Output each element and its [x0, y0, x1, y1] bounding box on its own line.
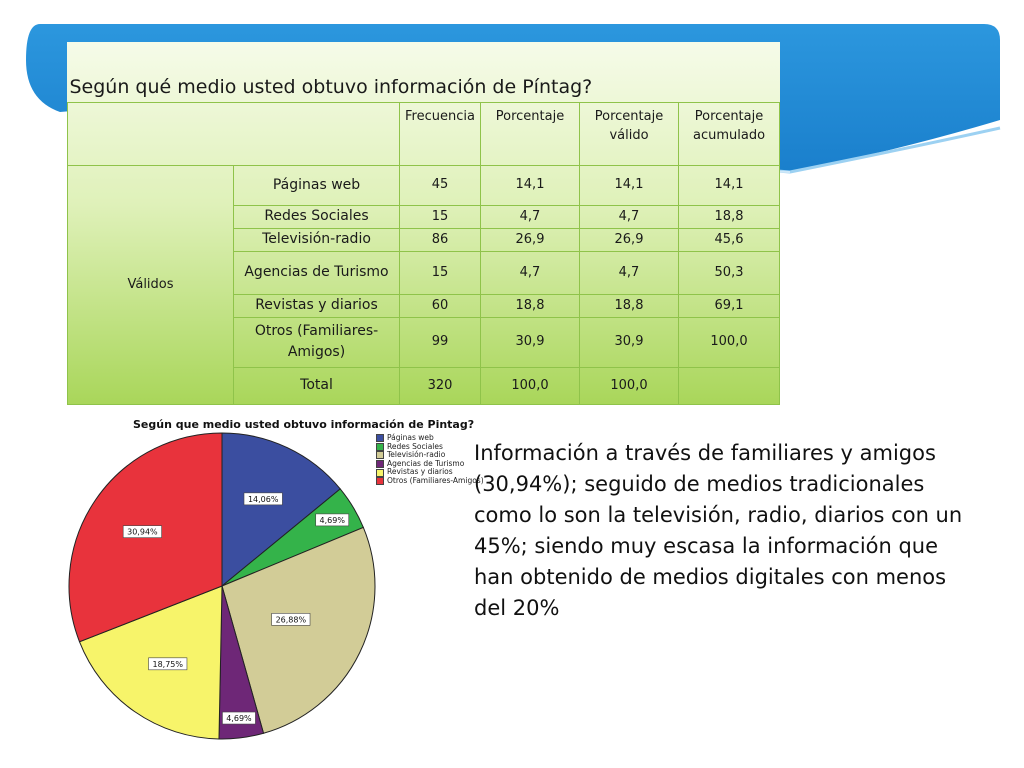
cell-pct: 100,0	[480, 366, 580, 405]
legend-swatch	[376, 460, 384, 469]
pie-slice	[221, 432, 341, 588]
slice-label: 14,06%	[243, 492, 283, 506]
svg-text:4,69%: 4,69%	[320, 516, 346, 525]
svg-text:26,88%: 26,88%	[276, 615, 307, 624]
cell-cum: 14,1	[677, 164, 781, 206]
cell-cum: 100,0	[677, 316, 781, 368]
legend-swatch	[376, 451, 384, 460]
legend-label: Páginas web	[387, 433, 434, 442]
svg-text:18,75%: 18,75%	[152, 660, 183, 669]
table-row: Agencias de Turismo 15 4,7 4,7 50,3	[68, 250, 781, 295]
svg-text:30,94%: 30,94%	[127, 528, 158, 537]
cell-pct: 18,8	[480, 293, 580, 318]
slice-label: 4,69%	[315, 513, 350, 527]
cell-cum	[677, 366, 781, 405]
cell-valid: 4,7	[579, 204, 679, 229]
cell-valid: 26,9	[579, 227, 679, 252]
table-row: Redes Sociales 15 4,7 4,7 18,8	[68, 204, 781, 229]
legend-swatch	[376, 477, 384, 486]
table-row: Revistas y diarios 60 18,8 18,8 69,1	[68, 293, 781, 318]
cell-freq: 86	[399, 227, 481, 252]
legend-label: Televisión-radio	[387, 450, 446, 460]
cell-valid: 100,0	[579, 366, 679, 405]
cell-freq: 15	[399, 250, 481, 295]
row-label: Páginas web	[233, 164, 400, 206]
legend-item: Redes Sociales	[376, 441, 484, 452]
chart-legend: Páginas web Redes Sociales Televisión-radi…	[376, 433, 484, 486]
cell-freq: 99	[399, 316, 481, 368]
legend-item: Televisión-radio	[376, 451, 484, 460]
slice-label: 18,75%	[148, 657, 188, 671]
row-label: Revistas y diarios	[233, 293, 400, 318]
legend-label: Otros (Familiares-Amigos)	[387, 475, 484, 485]
table-row: Válidos Páginas web 45 14,1 14,1 14,1	[67, 164, 781, 405]
legend-swatch	[376, 434, 384, 443]
cell-freq: 15	[399, 204, 481, 229]
svg-text:14,06%: 14,06%	[248, 495, 279, 504]
cell-pct: 30,9	[480, 316, 580, 368]
cell-valid: 18,8	[579, 293, 679, 318]
legend-label: Redes Sociales	[387, 441, 443, 451]
group-label: Válidos	[67, 164, 234, 405]
insight-text: Información a través de familiares y ami…	[474, 441, 963, 620]
header-porcentaje-valido: Porcentaje válido	[579, 101, 679, 166]
slice-label: 26,88%	[271, 613, 311, 626]
legend-item: Otros (Familiares-Amigos)	[376, 475, 484, 486]
svg-text:4,69%: 4,69%	[226, 714, 252, 723]
legend-label: Agencias de Turismo	[387, 458, 465, 468]
legend-swatch	[376, 468, 384, 477]
header-blank	[67, 101, 400, 166]
cell-freq: 320	[399, 366, 481, 405]
legend-item: Revistas y diarios	[376, 468, 484, 477]
frequency-table: Según qué medio usted obtuvo información…	[67, 42, 781, 405]
row-label: Televisión-radio	[233, 227, 400, 252]
chart-title: Según que medio usted obtuvo información…	[133, 418, 475, 431]
row-label: Otros (Familiares-Amigos)	[233, 316, 400, 368]
header-frecuencia: Frecuencia	[399, 101, 481, 166]
cell-pct: 4,7	[480, 204, 580, 229]
cell-pct: 14,1	[480, 164, 580, 206]
cell-freq: 45	[399, 164, 481, 206]
row-label: Agencias de Turismo	[233, 250, 400, 295]
table-row: Televisión-radio 86 26,9 26,9 45,6	[68, 227, 781, 252]
legend-item: Páginas web	[376, 433, 484, 443]
cell-valid: 30,9	[579, 316, 679, 368]
cell-cum: 50,3	[677, 250, 781, 295]
legend-label: Revistas y diarios	[387, 467, 453, 477]
legend-swatch	[376, 442, 384, 451]
row-label: Total	[233, 366, 400, 405]
table-row: Total 320 100,0 100,0	[68, 366, 781, 405]
slice-label: 4,69%	[222, 711, 256, 725]
slice-label: 30,94%	[122, 525, 162, 538]
cell-valid: 14,1	[579, 164, 679, 206]
pie-chart: 14,06% 4,69% 26,88% 4,69% 18,75% 30,94%	[68, 432, 376, 740]
cell-freq: 60	[399, 293, 481, 318]
legend-item: Agencias de Turismo	[376, 458, 484, 469]
cell-pct: 4,7	[480, 250, 580, 295]
header-porcentaje: Porcentaje	[480, 101, 580, 166]
row-label: Redes Sociales	[233, 204, 400, 229]
cell-cum: 69,1	[677, 293, 781, 318]
cell-valid: 4,7	[579, 250, 679, 295]
cell-cum: 18,8	[677, 204, 781, 229]
pie-slice	[221, 526, 376, 734]
cell-cum: 45,6	[677, 227, 781, 252]
cell-pct: 26,9	[480, 227, 580, 252]
header-porcentaje-acumulado: Porcentaje acumulado	[677, 101, 781, 166]
table-title: Según qué medio usted obtuvo información…	[69, 76, 593, 98]
